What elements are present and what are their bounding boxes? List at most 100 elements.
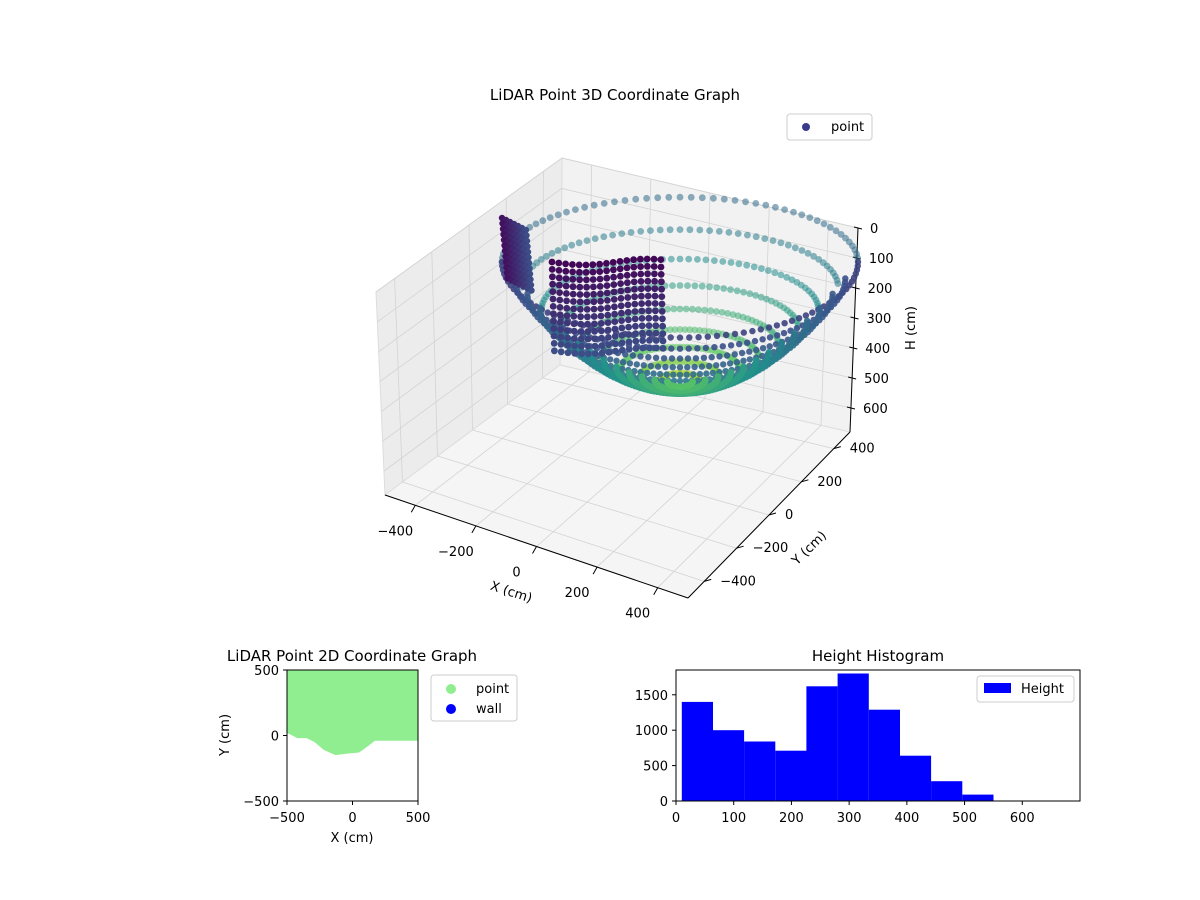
point-marker — [651, 376, 658, 383]
point-marker — [670, 305, 678, 313]
wall-point-marker — [619, 346, 626, 354]
point-marker — [581, 203, 588, 211]
point-marker — [713, 284, 721, 291]
wall-point-marker — [611, 333, 619, 340]
wall-point-marker — [571, 349, 579, 357]
wall-point-marker — [659, 330, 667, 337]
point-marker — [726, 360, 734, 367]
point-marker — [826, 223, 834, 231]
point-marker — [740, 329, 747, 336]
wall-point-marker — [617, 280, 624, 287]
point-marker — [729, 311, 737, 318]
wall-point-marker — [610, 296, 618, 303]
wall-point-marker — [591, 327, 598, 335]
wall-point-marker — [564, 341, 572, 349]
wall-point-marker — [549, 288, 557, 295]
point-marker — [709, 369, 717, 377]
wall-point-marker — [646, 337, 653, 344]
wall-point-marker — [644, 270, 651, 278]
point-marker — [720, 285, 728, 292]
wall-point-marker — [631, 293, 638, 301]
wall-point-marker — [646, 344, 653, 352]
point-marker — [669, 364, 676, 371]
wall-point-marker — [577, 335, 585, 343]
wall-point-marker — [658, 300, 666, 308]
ticks-2d: −500 0 500 −500 0 500 — [243, 664, 430, 826]
wall-point-marker — [562, 260, 569, 268]
wall-point-marker — [623, 271, 631, 279]
point-marker — [719, 343, 726, 350]
z-axis-label-3d: H (cm) — [904, 306, 919, 350]
point-marker — [783, 273, 791, 281]
point-marker — [676, 255, 684, 263]
wall-point-marker — [589, 276, 597, 283]
histogram-bar — [775, 750, 807, 801]
point-marker — [752, 292, 759, 299]
y-tick-3d — [704, 578, 712, 582]
point-marker — [773, 322, 781, 329]
point-marker — [690, 371, 697, 378]
point-marker — [713, 362, 720, 369]
wall-point-marker — [550, 310, 557, 318]
wall-point-marker — [596, 275, 604, 283]
point-marker — [548, 249, 556, 257]
point-marker — [611, 198, 618, 206]
wall-point-marker — [637, 263, 644, 270]
wall-point-marker — [617, 287, 625, 295]
wall-point-marker — [605, 348, 613, 356]
wall-point-marker — [605, 334, 612, 341]
wall-point-marker — [652, 314, 659, 322]
wall-point-marker — [609, 259, 617, 266]
wall-point-marker — [611, 310, 618, 318]
point-marker — [772, 203, 779, 211]
point-marker — [676, 305, 684, 313]
wall-point-marker — [556, 296, 564, 304]
wall-point-marker — [562, 275, 570, 283]
point-marker — [583, 237, 591, 245]
point-marker — [685, 345, 692, 352]
y-tick-label-2d: 500 — [254, 664, 279, 679]
point-marker — [684, 355, 692, 362]
wall-point-marker — [616, 258, 624, 265]
wall-point-marker — [598, 342, 606, 349]
x-tick-label-3d: −400 — [377, 524, 413, 539]
x-tick-3d — [592, 566, 598, 575]
wall-point-marker — [616, 265, 624, 273]
wall-point-marker — [623, 264, 631, 272]
wall-point-marker — [652, 307, 659, 315]
wall-point-marker — [624, 301, 632, 309]
point-marker — [660, 355, 668, 362]
x-tick-label-histogram: 500 — [952, 811, 977, 826]
point-marker — [743, 261, 751, 269]
point-marker — [713, 332, 721, 340]
point-marker — [777, 239, 785, 247]
wall-point-marker — [570, 298, 577, 305]
legend-histogram-box — [976, 675, 1075, 703]
point-marker — [735, 260, 743, 268]
point-marker — [643, 369, 651, 377]
point-marker — [692, 355, 700, 362]
point-marker — [694, 377, 702, 384]
wall-point-marker — [597, 290, 604, 298]
histogram-bar — [712, 730, 745, 801]
point-marker — [539, 217, 547, 225]
x-axis-label-3d: X (cm) — [488, 579, 534, 607]
wall-point-marker — [582, 261, 590, 269]
wall-point-marker — [551, 347, 558, 355]
point-marker — [676, 282, 684, 289]
point-marker — [625, 369, 633, 376]
y-axis-label-2d: Y (cm) — [218, 714, 233, 757]
wall-point-marker — [625, 316, 632, 324]
wall-point-marker — [550, 325, 558, 332]
wall-point-marker — [624, 294, 632, 301]
point-marker — [668, 355, 676, 362]
wall-point-marker — [618, 317, 625, 324]
wall-point-marker — [650, 263, 658, 270]
chart-3d-title: LiDAR Point 3D Coordinate Graph — [490, 86, 740, 104]
wall-point-marker — [591, 320, 598, 328]
x-tick-3d — [653, 587, 659, 595]
point-marker — [629, 352, 637, 359]
wall-point-marker — [630, 263, 638, 271]
point-marker — [744, 339, 751, 346]
histogram-title: Height Histogram — [812, 647, 944, 665]
